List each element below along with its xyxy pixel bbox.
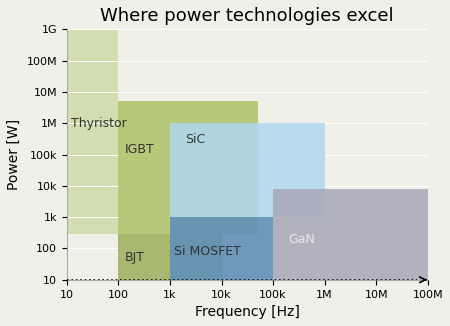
Text: Si MOSFET: Si MOSFET	[174, 245, 241, 258]
X-axis label: Frequency [Hz]: Frequency [Hz]	[195, 305, 300, 319]
Text: BJT: BJT	[124, 251, 144, 264]
Text: GaN: GaN	[288, 232, 315, 245]
Y-axis label: Power [W]: Power [W]	[7, 119, 21, 190]
Text: Thyristor: Thyristor	[71, 117, 127, 130]
Title: Where power technologies excel: Where power technologies excel	[100, 7, 394, 25]
Text: SiC: SiC	[185, 133, 206, 146]
Text: IGBT: IGBT	[124, 142, 154, 156]
